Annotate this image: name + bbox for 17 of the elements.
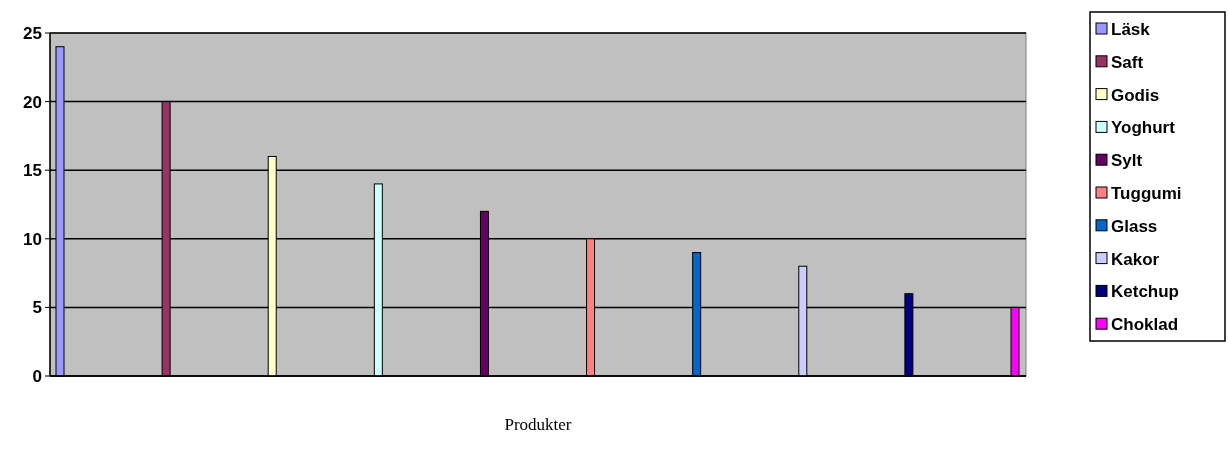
legend-label: Yoghurt	[1111, 118, 1176, 138]
legend-label: Choklad	[1111, 315, 1179, 335]
legend-label: Sylt	[1111, 151, 1143, 171]
y-tick-label: 15	[23, 161, 42, 181]
legend-label: Kakor	[1111, 249, 1160, 269]
legend-label: Godis	[1111, 85, 1160, 105]
y-tick-label: 20	[23, 92, 42, 112]
y-tick-label: 5	[32, 298, 42, 318]
legend-label: Ketchup	[1111, 282, 1179, 302]
legend-label: Läsk	[1111, 19, 1151, 39]
legend-label: Saft	[1111, 52, 1144, 72]
legend-label: Glass	[1111, 216, 1158, 236]
y-tick-label: 10	[23, 229, 42, 249]
y-tick-label: 25	[23, 23, 42, 43]
y-tick-label: 0	[32, 366, 42, 386]
x-axis-title: Produkter	[504, 415, 572, 434]
legend-label: Tuggumi	[1111, 183, 1182, 203]
